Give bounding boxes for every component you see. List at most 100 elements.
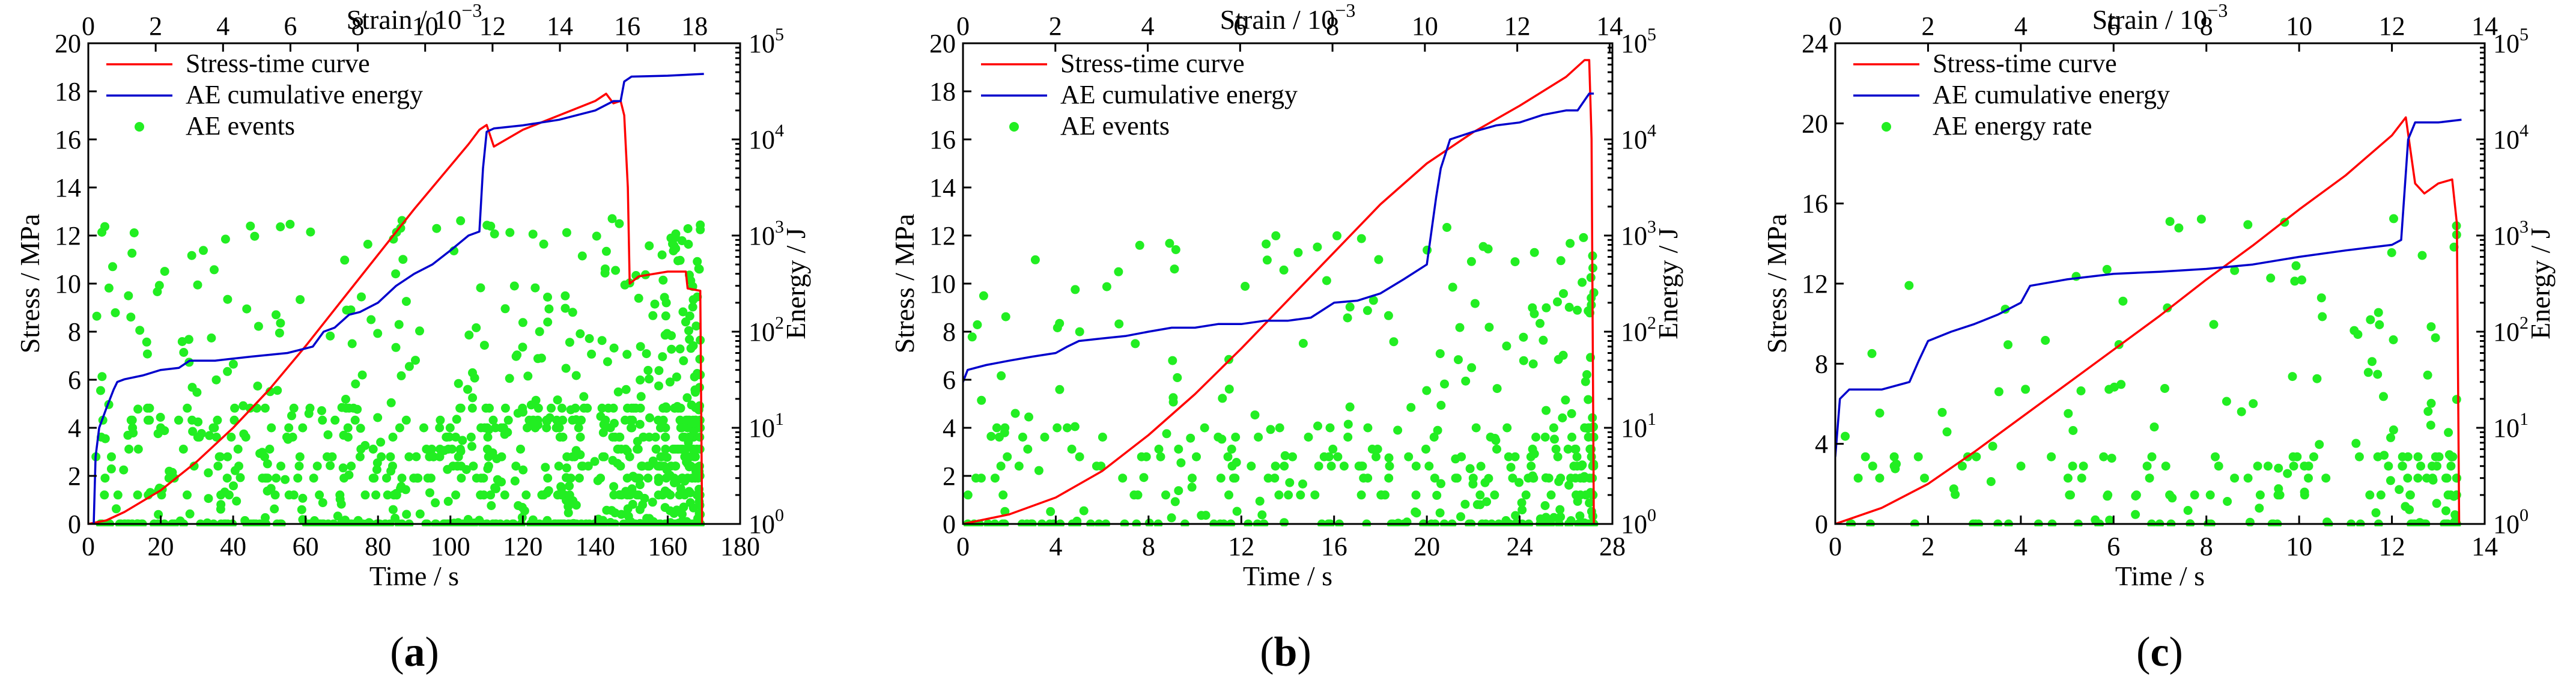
legend-entry: Stress-time curve [1933,49,2117,78]
ae-event-point [464,330,474,340]
y2-tick-exponent: 1 [1647,409,1656,429]
y-tick-label: 10 [55,269,81,299]
ae-event-point [1556,256,1566,266]
ae-event-point [1162,429,1171,439]
ae-event-point [679,356,688,365]
ae-event-point [533,403,543,413]
ae-event-point [1168,397,1178,407]
ae-event-point [2423,407,2433,416]
ae-event-point [684,240,693,249]
ae-event-point [547,403,556,413]
ae-event-point [669,246,678,255]
ae-event-point [2431,452,2440,461]
ae-event-point [1504,452,1513,461]
ae-event-point [1570,445,1580,454]
ae-event-point [1528,359,1538,369]
ae-event-point [2211,452,2220,461]
y2-tick-label: 103 [749,217,784,251]
ae-event-point [1332,231,1341,240]
ae-event-point [1102,282,1111,291]
ae-event-point [675,255,685,265]
ae-event-point [1451,473,1460,483]
ae-event-point [1114,319,1124,329]
ae-event-point [2315,440,2324,449]
ae-event-point [427,445,437,454]
ae-event-point [1430,473,1439,483]
ae-event-point [260,403,270,413]
ae-event-point [1546,490,1556,500]
x-tick-label: 6 [2107,532,2120,561]
ae-event-point [666,506,675,516]
ae-event-point [500,490,509,500]
ae-event-point [553,395,562,405]
ae-event-point [412,452,421,461]
ae-event-point [119,465,129,475]
y2-axis-label: Energy / J [1653,228,1683,339]
ae-event-point [298,493,308,503]
ae-event-point [435,445,445,454]
ae-event-point [636,392,646,401]
ae-event-point [306,227,315,237]
ae-event-point [481,403,491,413]
ae-event-point [298,423,308,433]
ae-event-point [600,452,609,461]
ae-event-point [242,304,252,314]
ae-event-point [1492,445,1501,454]
ae-event-point [1432,490,1442,500]
ae-event-point [691,466,700,476]
ae-event-point [2183,506,2193,515]
ae-event-point [2423,370,2432,380]
ae-event-point [1174,486,1183,496]
y2-tick-exponent: 1 [775,409,784,429]
panel-caption-letter: a [404,629,425,675]
ae-event-point [2309,452,2318,461]
ae-event-point [596,473,606,483]
ae-event-point [1484,473,1493,483]
ae-cumulative-energy-line [93,73,704,525]
ae-event-point [373,329,383,338]
y2-tick-label: 105 [749,25,784,58]
ae-event-point [2316,293,2326,303]
ae-event-point [1579,233,1588,242]
ae-event-point [693,257,702,266]
legend-entry: Stress-time curve [186,49,370,78]
ae-event-point [2432,499,2441,508]
ae-event-point [386,452,395,461]
ae-event-point [443,445,453,454]
ae-event-point [1247,461,1256,471]
ae-event-point [661,445,670,454]
ae-event-point [602,505,612,515]
ae-event-point [357,292,366,302]
ae-event-point [1555,505,1565,514]
ae-event-point [1298,479,1307,489]
ae-event-point [536,353,546,363]
ae-event-point [1000,423,1010,433]
ae-event-point [295,452,305,461]
x2-tick-label: 0 [1829,11,1842,41]
ae-event-point [654,490,663,500]
ae-event-point [2255,490,2265,500]
ae-event-point [174,415,183,425]
ae-event-point [486,490,496,500]
x-tick-label: 14 [2471,532,2498,561]
ae-event-point [1564,302,1574,312]
y2-tick-label: 101 [2493,409,2529,443]
ae-event-point [210,265,219,275]
ae-event-point [1957,461,1967,471]
ae-event-point [388,433,398,442]
ae-event-point [127,415,137,425]
ae-event-point [223,452,232,461]
ae-event-point [312,461,322,471]
ae-event-point [535,327,544,336]
ae-event-point [1467,363,1477,373]
x-tick-label: 140 [576,532,615,561]
ae-event-point [643,461,652,471]
ae-event-point [273,386,282,395]
ae-event-point [1567,433,1576,442]
y-tick-label: 8 [1815,349,1828,379]
ae-event-point [560,291,570,300]
ae-event-point [558,415,568,425]
ae-event-point [1542,303,1551,312]
ae-event-point [1384,453,1394,463]
ae-event-point [1540,433,1550,442]
